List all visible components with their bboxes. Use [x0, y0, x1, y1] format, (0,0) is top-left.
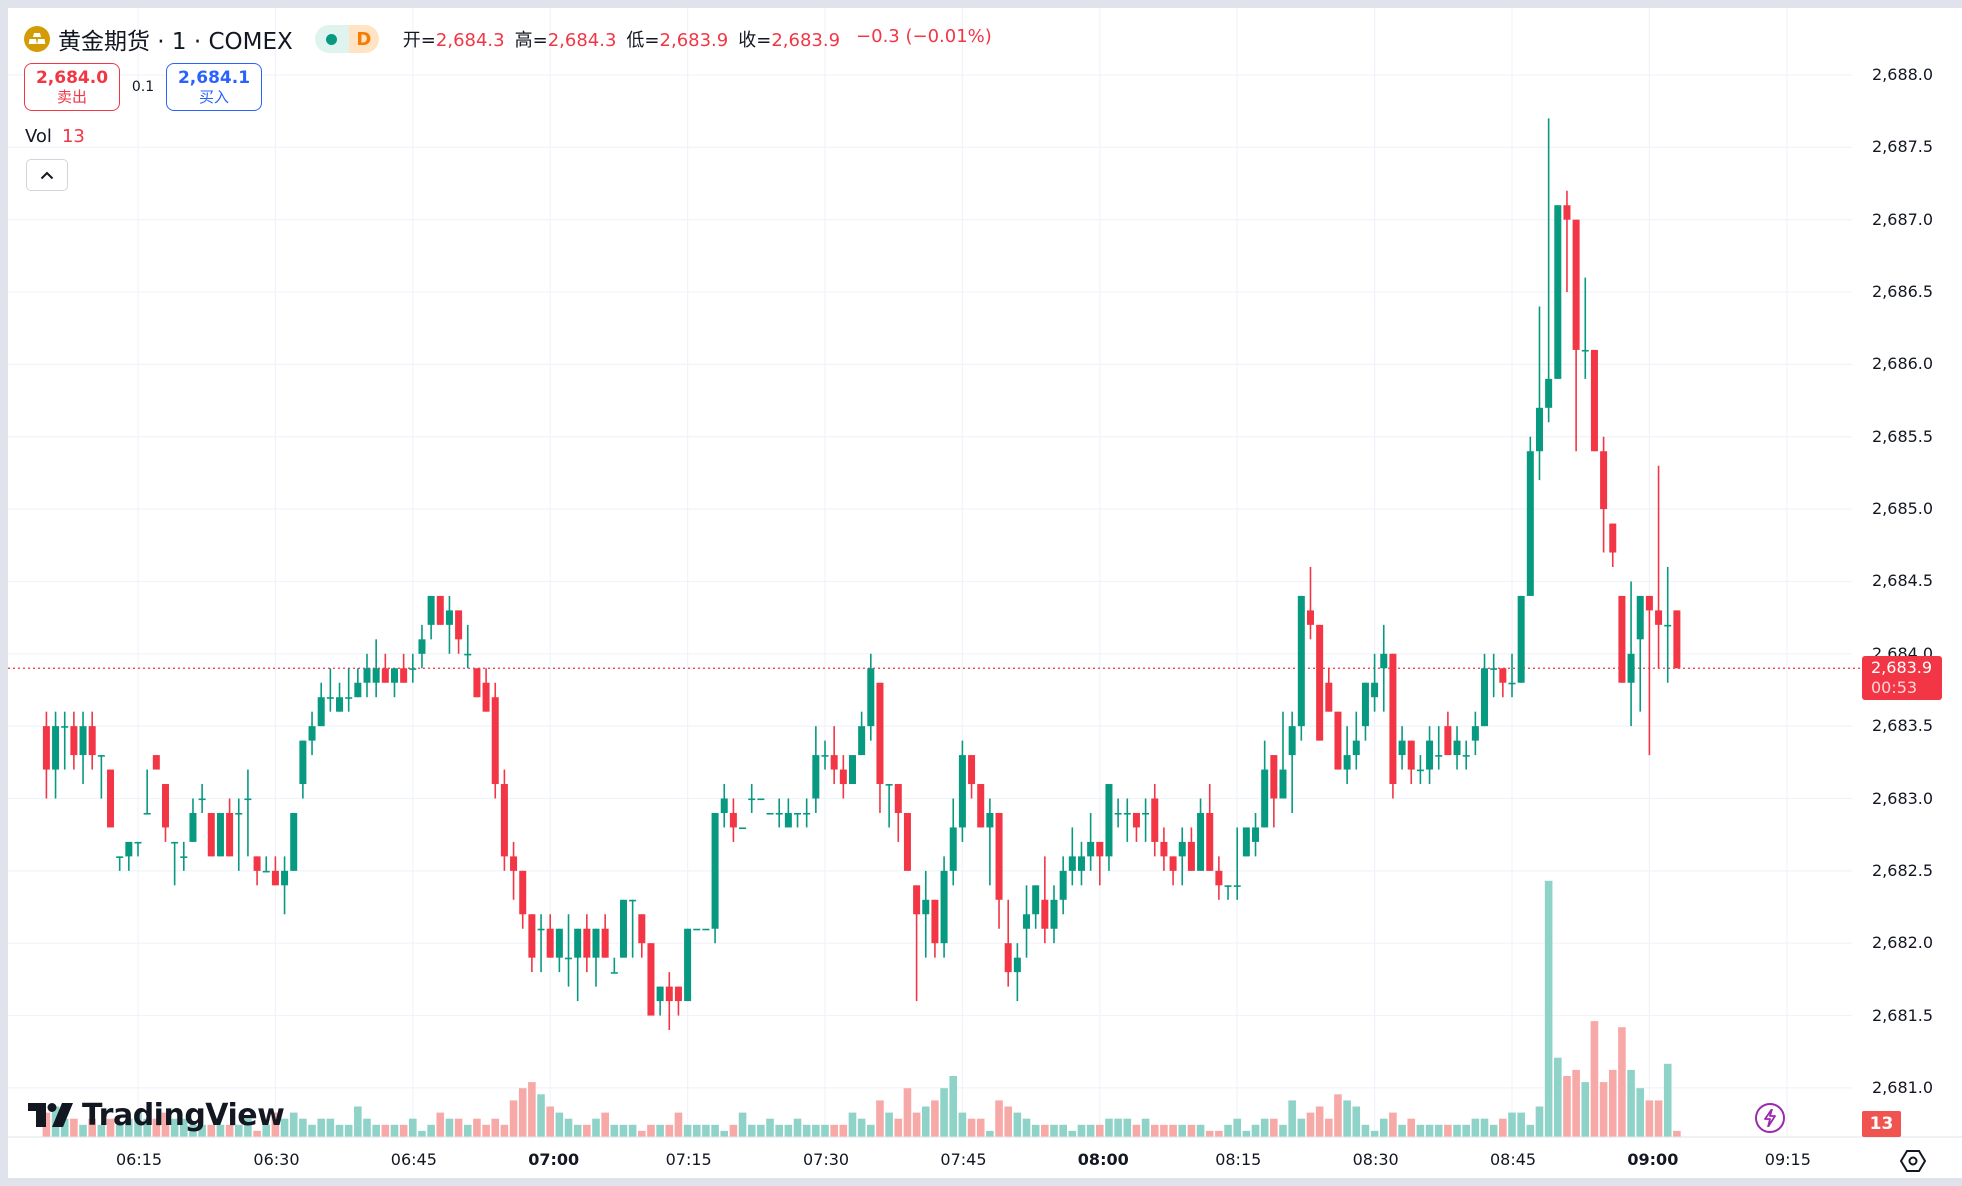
volume-legend-label: Vol [25, 126, 52, 147]
time-axis-label: 06:15 [116, 1150, 163, 1169]
price-axis-label: 2,687.0 [1872, 209, 1934, 229]
price-axis-label: 2,682.5 [1872, 860, 1934, 880]
time-axis-label: 06:30 [253, 1150, 300, 1169]
trade-panel: 2,684.0 卖出 0.1 2,684.1 买入 [24, 63, 262, 111]
gold-bars-icon[interactable] [24, 26, 50, 52]
last-price-value: 2,683.9 [1871, 658, 1933, 678]
buy-price: 2,684.1 [177, 68, 251, 88]
high-value: 高=2,684.3 [514, 30, 617, 51]
volume-legend[interactable]: Vol 13 [25, 126, 85, 147]
buy-button[interactable]: 2,684.1 买入 [166, 63, 262, 111]
price-axis-label: 2,685.0 [1872, 499, 1934, 519]
time-axis-label: 08:30 [1352, 1150, 1399, 1169]
chart-canvas[interactable] [8, 8, 1962, 1178]
symbol-title[interactable]: 黄金期货 · 1 · COMEX [58, 29, 293, 55]
chart-settings-button[interactable] [1898, 1148, 1928, 1174]
time-axis-label: 07:45 [940, 1150, 987, 1169]
price-axis-label: 2,681.0 [1872, 1077, 1934, 1097]
price-axis-label: 2,683.0 [1872, 788, 1934, 808]
price-axis-label: 2,687.5 [1872, 137, 1934, 157]
chart-grid [8, 8, 1852, 1137]
tradingview-logo[interactable]: TradingView [28, 1098, 285, 1133]
buy-label: 买入 [198, 88, 229, 106]
time-axis-label: 08:00 [1077, 1150, 1129, 1169]
open-value: 开=2,684.3 [402, 30, 505, 51]
sell-label: 卖出 [56, 88, 87, 106]
lightning-button[interactable] [1755, 1103, 1785, 1133]
price-change: −0.3 (−0.01%) [856, 26, 992, 47]
time-axis-label: 09:00 [1627, 1150, 1679, 1169]
market-status-pill[interactable]: D [314, 25, 379, 53]
price-axis-label: 2,683.5 [1872, 716, 1934, 736]
sell-button[interactable]: 2,684.0 卖出 [24, 63, 120, 111]
time-axis-label: 06:45 [390, 1150, 437, 1169]
time-axis-label: 08:15 [1215, 1150, 1262, 1169]
delayed-data-badge: D [348, 25, 379, 53]
symbol-legend: 黄金期货 · 1 · COMEX D 开=2,684.3 高=2,684.3 低… [24, 22, 992, 56]
price-axis-label: 2,686.0 [1872, 354, 1934, 374]
market-open-dot-icon [314, 25, 349, 53]
price-axis-label: 2,685.5 [1872, 426, 1934, 446]
ohlc-values: 开=2,684.3 高=2,684.3 低=2,683.9 收=2,683.9 … [403, 26, 992, 52]
price-axis-label: 2,682.0 [1872, 933, 1934, 953]
close-value: 收=2,683.9 [738, 30, 841, 51]
volume-bars [42, 880, 1681, 1137]
price-axis-label: 2,686.5 [1872, 282, 1934, 302]
low-value: 低=2,683.9 [626, 30, 729, 51]
time-axis-label: 07:00 [528, 1150, 580, 1169]
chart-frame: 黄金期货 · 1 · COMEX D 开=2,684.3 高=2,684.3 低… [8, 8, 1962, 1178]
chevron-up-icon [40, 171, 54, 179]
tradingview-logo-text: TradingView [82, 1098, 285, 1133]
time-axis-label: 07:15 [665, 1150, 712, 1169]
sell-price: 2,684.0 [35, 68, 109, 88]
bar-countdown: 00:53 [1871, 678, 1918, 698]
spread-value: 0.1 [131, 79, 155, 95]
price-axis-label: 2,681.5 [1872, 1005, 1934, 1025]
volume-badge: 13 [1862, 1111, 1901, 1137]
time-axis-label: 09:15 [1764, 1150, 1811, 1169]
tradingview-logo-icon [28, 1102, 73, 1127]
hexagon-settings-icon [1900, 1150, 1926, 1172]
time-axis-label: 07:30 [803, 1150, 850, 1169]
lightning-icon [1764, 1109, 1776, 1127]
candlestick-series [42, 118, 1681, 1031]
time-axis-label: 08:45 [1490, 1150, 1537, 1169]
last-price-badge: 2,683.9 00:53 [1862, 656, 1942, 701]
price-axis-label: 2,688.0 [1872, 65, 1934, 84]
volume-legend-value: 13 [61, 126, 85, 147]
price-axis-label: 2,684.5 [1872, 571, 1934, 591]
collapse-legend-button[interactable] [26, 159, 68, 191]
